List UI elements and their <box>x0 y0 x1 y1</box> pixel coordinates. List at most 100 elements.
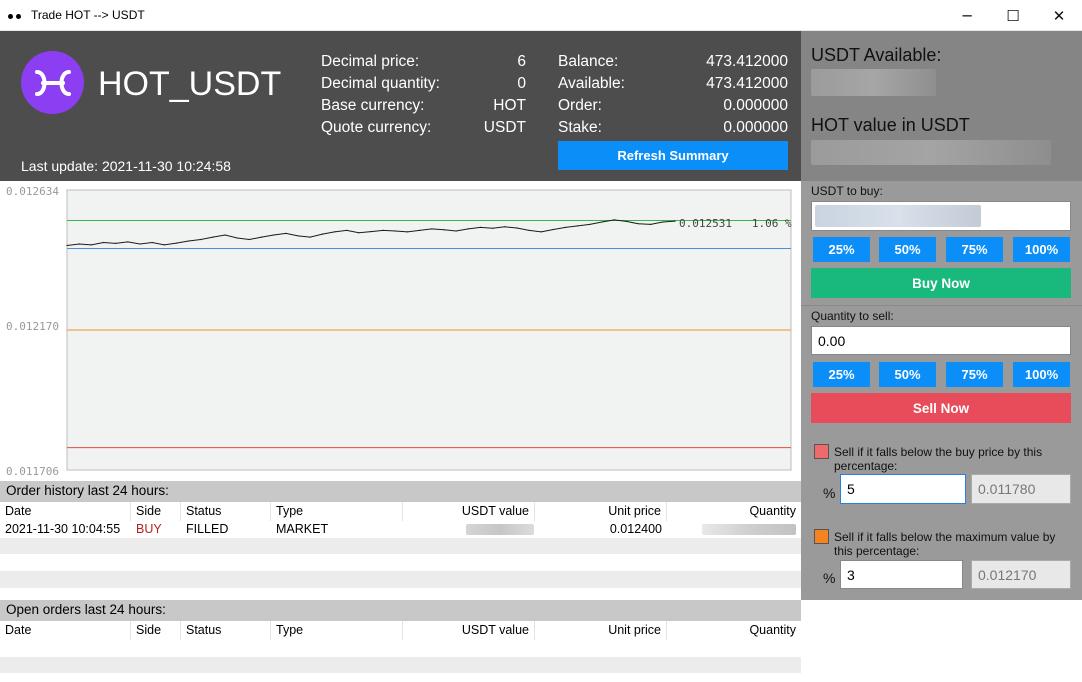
open-orders-title: Open orders last 24 hours: <box>0 600 801 621</box>
info-label: Quote currency: <box>321 119 432 136</box>
price-point <box>650 223 652 225</box>
price-point <box>455 230 457 232</box>
price-point <box>528 229 530 231</box>
price-point <box>637 223 640 225</box>
panel-footer <box>801 600 1082 682</box>
stop-below-max-percent-input[interactable]: 3 <box>840 560 963 589</box>
info-value: 0 <box>517 75 526 92</box>
price-point <box>115 242 117 244</box>
price-point <box>151 241 153 244</box>
price-point <box>321 233 323 235</box>
table-row[interactable]: 2021-11-30 10:04:55 BUY FILLED MARKET 0.… <box>0 521 801 538</box>
price-point <box>333 231 336 233</box>
empty-row <box>0 538 801 554</box>
percent-symbol: % <box>823 570 836 586</box>
price-chart: 0.012634 0.012170 0.011706 0.012531 1.06… <box>0 181 801 481</box>
window-titlebar: Trade HOT --> USDT ─ ☐ ✕ <box>0 0 1082 31</box>
column-type[interactable]: Type <box>271 621 403 640</box>
refresh-summary-button[interactable]: Refresh Summary <box>558 141 788 170</box>
column-unit-price[interactable]: Unit price <box>535 502 667 521</box>
y-tick-label: 0.011706 <box>6 465 59 478</box>
price-point <box>309 236 311 238</box>
price-point <box>66 244 68 247</box>
divider <box>801 305 1082 306</box>
stop-below-max-label: Sell if it falls below the maximum value… <box>834 530 1056 558</box>
sell-75-percent-button[interactable]: 75% <box>946 362 1003 387</box>
quantity-to-sell-input[interactable]: 0.00 <box>811 326 1071 355</box>
usdt-to-buy-label: USDT to buy: <box>811 184 883 198</box>
minimize-button[interactable]: ─ <box>962 6 972 25</box>
info-row: Decimal price: 6 <box>321 53 526 73</box>
column-quantity[interactable]: Quantity <box>749 504 796 518</box>
balance-label: Balance: <box>558 53 619 70</box>
stop-below-max-checkbox[interactable] <box>814 529 829 544</box>
buy-amount-redacted <box>815 205 981 227</box>
column-usdt-value[interactable]: USDT value <box>403 502 535 521</box>
price-point <box>370 231 372 233</box>
column-side[interactable]: Side <box>131 621 181 640</box>
close-button[interactable]: ✕ <box>1052 6 1066 25</box>
balance-row: Stake: 0.000000 <box>558 119 788 139</box>
price-point <box>516 227 518 229</box>
column-status[interactable]: Status <box>181 621 271 640</box>
info-value: 6 <box>517 53 526 70</box>
price-point <box>358 232 360 234</box>
info-row: Quote currency: USDT <box>321 119 526 139</box>
buy-75-percent-button[interactable]: 75% <box>946 237 1003 262</box>
cell-unit-price: 0.012400 <box>609 522 662 536</box>
column-date[interactable]: Date <box>0 621 131 640</box>
empty-row <box>0 571 801 588</box>
stop-below-buy-checkbox[interactable] <box>814 444 829 459</box>
usdt-to-buy-input[interactable] <box>811 201 1071 231</box>
stop-below-buy-label: Sell if it falls below the buy price by … <box>834 445 1043 473</box>
column-quantity[interactable]: Quantity <box>749 623 796 637</box>
balance-value: 473.412000 <box>706 75 788 92</box>
last-update-text: Last update: 2021-11-30 10:24:58 <box>21 158 231 174</box>
column-usdt-value[interactable]: USDT value <box>403 621 535 640</box>
price-point <box>236 237 238 239</box>
app-icon <box>8 11 24 21</box>
buy-100-percent-button[interactable]: 100% <box>1013 237 1070 262</box>
column-type[interactable]: Type <box>271 502 403 521</box>
buy-50-percent-button[interactable]: 50% <box>879 237 936 262</box>
price-point <box>613 219 615 221</box>
sell-100-percent-button[interactable]: 100% <box>1013 362 1070 387</box>
usdt-available-redacted <box>811 69 936 96</box>
cell-type: MARKET <box>276 522 329 536</box>
cell-status: FILLED <box>186 522 229 536</box>
info-row: Decimal quantity: 0 <box>321 75 526 95</box>
open-orders-header: Date Side Status Type USDT value Unit pr… <box>0 621 801 640</box>
column-status[interactable]: Status <box>181 502 271 521</box>
balance-row: Available: 473.412000 <box>558 75 788 95</box>
balance-row: Balance: 473.412000 <box>558 53 788 73</box>
usdt-available-label: USDT Available: <box>811 45 942 65</box>
price-point <box>406 231 409 233</box>
info-label: Base currency: <box>321 97 425 114</box>
price-point <box>90 244 92 246</box>
price-point <box>261 236 263 238</box>
balance-label: Order: <box>558 97 602 114</box>
stop-below-buy-percent-input[interactable]: 5 <box>840 474 966 504</box>
percent-symbol: % <box>823 485 836 501</box>
price-point <box>662 221 664 223</box>
balance-label: Available: <box>558 75 625 92</box>
buy-now-button[interactable]: Buy Now <box>811 268 1071 298</box>
buy-25-percent-button[interactable]: 25% <box>813 237 870 262</box>
maximize-button[interactable]: ☐ <box>1006 6 1020 25</box>
sell-now-button[interactable]: Sell Now <box>811 393 1071 423</box>
price-point <box>248 238 250 241</box>
balance-label: Stake: <box>558 119 602 136</box>
column-date[interactable]: Date <box>0 502 131 521</box>
sell-25-percent-button[interactable]: 25% <box>813 362 870 387</box>
price-point <box>200 238 202 241</box>
price-point <box>139 243 141 245</box>
column-unit-price[interactable]: Unit price <box>535 621 667 640</box>
price-point <box>273 234 275 236</box>
sell-50-percent-button[interactable]: 50% <box>879 362 936 387</box>
column-side[interactable]: Side <box>131 502 181 521</box>
info-value: USDT <box>483 119 526 136</box>
price-point <box>504 226 506 228</box>
price-point <box>565 226 567 228</box>
price-point <box>467 228 469 230</box>
price-point <box>224 234 226 236</box>
